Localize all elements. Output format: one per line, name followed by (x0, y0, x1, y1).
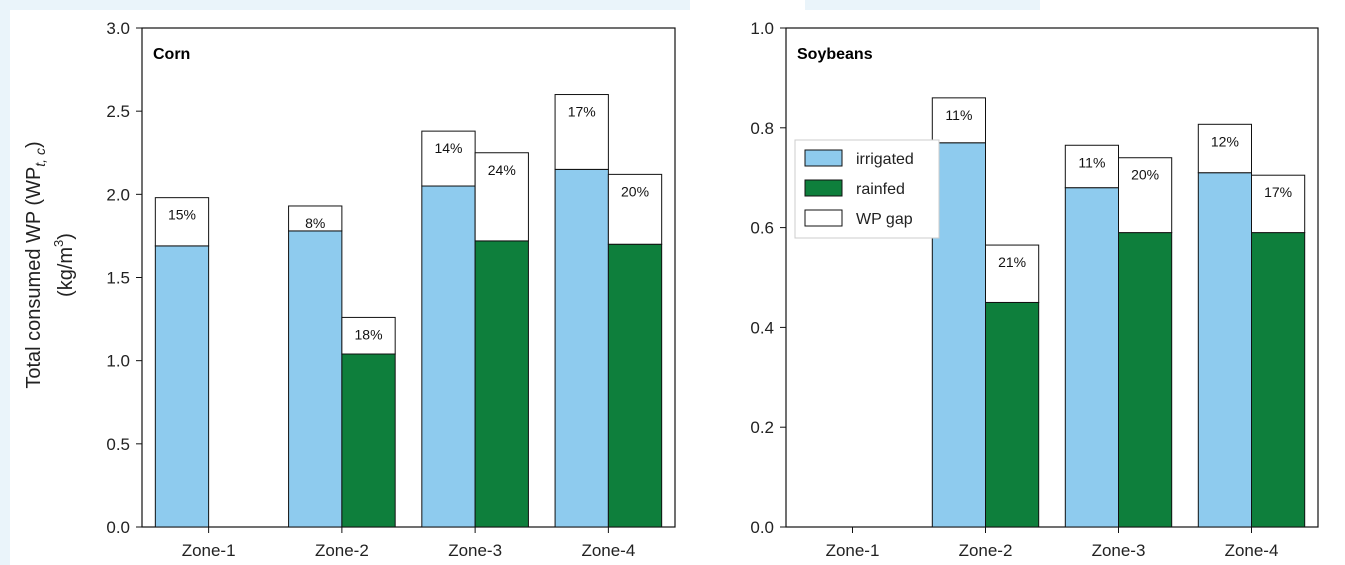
bar-wp-gap (474, 152, 529, 242)
bar-rainfed (1118, 232, 1173, 528)
x-tick-label: Zone-3 (1092, 541, 1146, 560)
y-tick-label: 0.8 (750, 119, 774, 138)
y-tick-label: 0.6 (750, 219, 774, 238)
bar-irrigated (288, 230, 343, 528)
legend-label-irrigated: irrigated (856, 151, 914, 168)
gap-percent-label: 17% (568, 104, 596, 120)
bar-rainfed (985, 301, 1040, 528)
bar-wp-gap (607, 173, 663, 245)
left-tint (0, 0, 10, 565)
bar-rainfed (1251, 232, 1306, 528)
bar-irrigated (1064, 187, 1120, 528)
bar-wp-gap (421, 130, 476, 187)
y-tick-label: 2.5 (106, 102, 130, 121)
x-tick-label: Zone-4 (1225, 541, 1279, 560)
bar-irrigated (554, 168, 609, 528)
legend-swatch-irrigated (804, 149, 843, 167)
bar-irrigated (154, 245, 210, 528)
top-tint-right (805, 0, 1040, 10)
x-tick-label: Zone-1 (182, 541, 236, 560)
bar-wp-gap (931, 97, 986, 144)
x-tick-label: Zone-2 (315, 541, 369, 560)
bar-irrigated (1197, 172, 1253, 528)
bar-irrigated (931, 142, 986, 528)
y-tick-label: 0.0 (750, 518, 774, 537)
svg-text:(kg/m3): (kg/m3) (51, 233, 77, 297)
corn-panel: 0.0 0.5 1.0 1.5 2.0 2.5 3.0 Corn Zone-1 15% Zone-2… (106, 19, 676, 560)
legend-swatch-rainfed (804, 179, 843, 197)
x-tick-label: Zone-4 (581, 541, 635, 560)
legend-label-rainfed: rainfed (856, 181, 905, 198)
bar-rainfed (474, 240, 529, 528)
bar-rainfed (607, 243, 663, 528)
y-tick-label: 0.5 (106, 435, 130, 454)
bar-wp-gap (1064, 144, 1120, 189)
y-axis-label: Total consumed WP (WPt, c) (kg/m3) (23, 141, 77, 388)
bar-wp-gap (554, 94, 609, 170)
x-tick-label: Zone-2 (959, 541, 1013, 560)
bar-wp-gap (154, 197, 210, 247)
gap-percent-label: 20% (621, 183, 649, 199)
y-tick-label: 1.0 (106, 352, 130, 371)
gap-percent-label: 11% (945, 107, 972, 123)
panel-title: Soybeans (797, 46, 873, 63)
gap-percent-label: 24% (488, 162, 516, 178)
plot-frame (785, 27, 1319, 528)
gap-percent-label: 17% (1264, 184, 1292, 200)
gap-percent-label: 18% (355, 326, 383, 342)
x-tick-label: Zone-1 (826, 541, 880, 560)
bar-wp-gap (288, 205, 343, 232)
y-tick-label: 0.0 (106, 518, 130, 537)
x-tick-label: Zone-3 (448, 541, 502, 560)
legend-swatch-wp-gap (804, 209, 843, 227)
bar-irrigated (421, 185, 476, 528)
top-tint-left (0, 0, 690, 10)
bar-wp-gap (1118, 157, 1173, 234)
gap-percent-label: 8% (305, 215, 325, 231)
y-tick-label: 1.0 (750, 19, 774, 38)
bar-wp-gap (1197, 123, 1253, 174)
bar-wp-gap (341, 316, 396, 355)
gap-percent-label: 15% (168, 207, 196, 223)
gap-percent-label: 21% (998, 254, 1026, 270)
legend-label-wp-gap: WP gap (856, 211, 913, 228)
panel-title: Corn (153, 46, 190, 63)
legend: irrigated rainfed WP gap (794, 139, 940, 239)
soybeans-panel: 0.0 0.2 0.4 0.6 0.8 1.0 Soybeans Zone-1 Zone-2 11… (750, 19, 1319, 560)
bar-rainfed (341, 353, 396, 528)
y-tick-label: 2.0 (106, 185, 130, 204)
y-tick-label: 1.5 (106, 269, 130, 288)
gap-percent-label: 20% (1131, 167, 1159, 183)
y-tick-label: 3.0 (106, 19, 130, 38)
gap-percent-label: 11% (1078, 154, 1105, 170)
gap-percent-label: 14% (434, 140, 462, 156)
bar-wp-gap (985, 244, 1040, 303)
y-tick-label: 0.4 (750, 318, 774, 337)
y-tick-label: 0.2 (750, 418, 774, 437)
gap-percent-label: 12% (1211, 133, 1239, 149)
bar-wp-gap (1251, 174, 1306, 234)
svg-text:Total consumed WP (WPt, c): Total consumed WP (WPt, c) (23, 141, 48, 388)
